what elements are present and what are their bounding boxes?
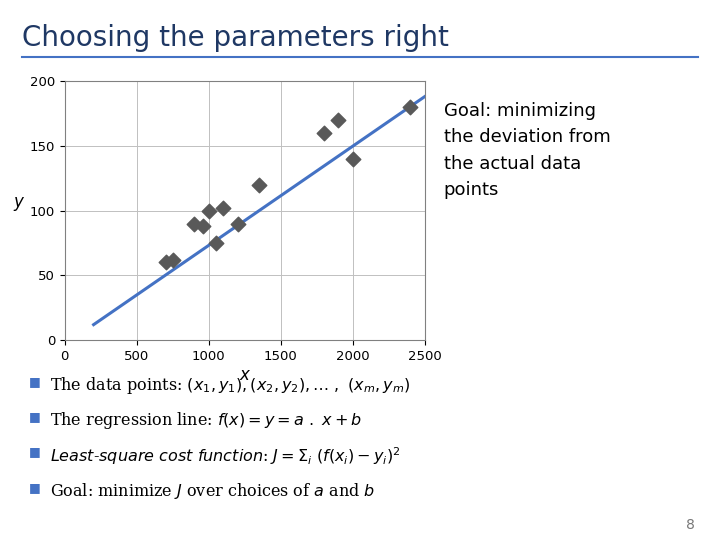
Text: ■: ■ [29,410,40,423]
Text: The data points: $(x_1, y_1), (x_2, y_2), \ldots\ ,\ (x_m, y_m)$: The data points: $(x_1, y_1), (x_2, y_2)… [50,375,410,396]
Text: Goal: minimizing
the deviation from
the actual data
points: Goal: minimizing the deviation from the … [444,102,611,199]
Text: ■: ■ [29,446,40,458]
Text: 8: 8 [686,518,695,532]
Text: $\it{Least}$-$\it{square\ cost\ function}$: $J = \Sigma_i\ (f(x_i) - y_i)^2$: $\it{Least}$-$\it{square\ cost\ function… [50,446,401,467]
Text: The regression line: $f(x) = y = a\ .\ x + b$: The regression line: $f(x) = y = a\ .\ x… [50,410,363,431]
Y-axis label: y: y [14,193,24,211]
Point [210,239,222,247]
Text: ■: ■ [29,481,40,494]
Point [333,116,344,124]
Text: Choosing the parameters right: Choosing the parameters right [22,24,449,52]
Point [189,219,200,228]
Point [253,180,265,189]
Point [232,219,243,228]
X-axis label: x: x [240,366,250,384]
Point [405,103,416,111]
Point [217,204,229,212]
Point [197,222,209,231]
Point [347,154,359,163]
Point [167,255,179,264]
Point [160,258,171,267]
Point [203,206,215,215]
Point [318,129,330,137]
Text: Goal: minimize $J$ over choices of $a$ and $b$: Goal: minimize $J$ over choices of $a$ a… [50,481,375,501]
Text: ■: ■ [29,375,40,388]
